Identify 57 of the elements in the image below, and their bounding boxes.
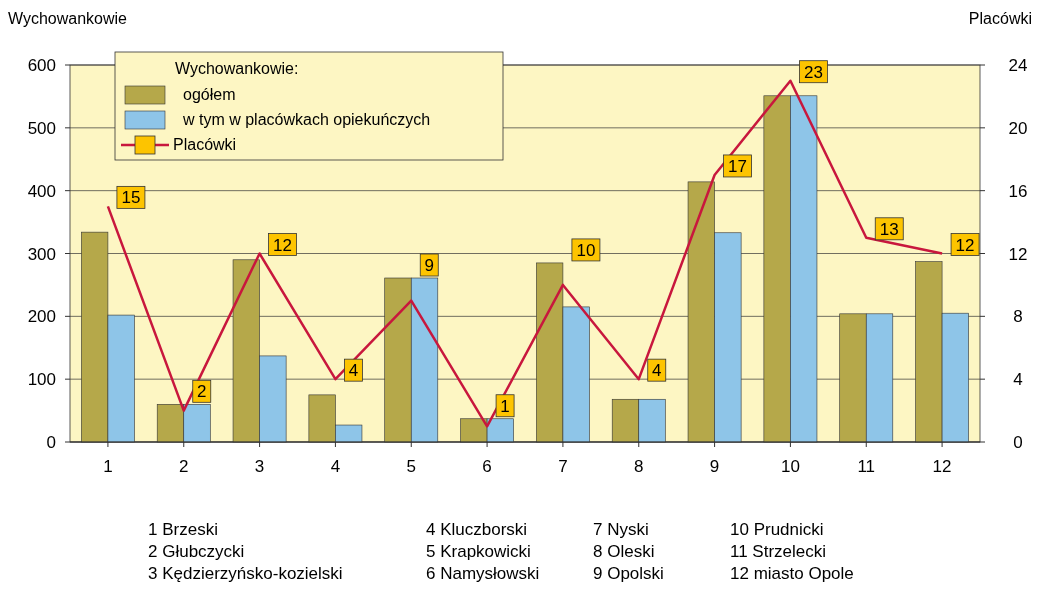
legend-label: w tym w placówkach opiekuńczych: [182, 111, 431, 128]
y2-axis-title: Placówki: [968, 10, 1032, 27]
data-label: 17: [728, 156, 748, 176]
text: 12 miasto Opole: [730, 564, 854, 583]
x-tick-label: 10: [780, 457, 800, 476]
text: 7 Nyski: [593, 520, 649, 539]
data-label: 9: [424, 256, 434, 276]
y-tick-label: 600: [27, 56, 56, 75]
data-label: 1: [500, 396, 510, 416]
y2-tick-label: 12: [1008, 244, 1028, 264]
y2-tick-label: 4: [1013, 370, 1023, 390]
text: 1 Brzeski: [148, 520, 218, 539]
text: 4 Kluczborski: [426, 520, 528, 539]
x-tick-label: 11: [857, 457, 876, 476]
data-label: 12: [273, 235, 293, 255]
text: 2 Głubczycki: [148, 542, 245, 561]
legend-label: Placówki: [173, 136, 237, 153]
x-tick-label: 2: [179, 457, 189, 476]
x-tick-label: 3: [254, 457, 265, 476]
x-tick-label: 1: [103, 457, 113, 476]
text: 8 Oleski: [593, 542, 655, 561]
x-tick-label: 12: [932, 457, 952, 476]
y2-tick-label: 0: [1013, 433, 1023, 452]
y-tick-label: 200: [27, 307, 56, 327]
y2-tick-label: 20: [1008, 118, 1028, 138]
text: 3 Kędzierzyńsko-kozielski: [148, 564, 343, 583]
text: 6 Namysłowski: [426, 564, 540, 583]
data-label: 23: [803, 62, 823, 82]
data-label: 13: [879, 219, 899, 239]
y2-tick-label: 24: [1008, 56, 1028, 75]
x-tick-label: 5: [406, 457, 416, 476]
x-tick-label: 9: [709, 457, 720, 476]
legend-title: Wychowankowie:: [175, 60, 299, 77]
data-label: 15: [121, 188, 141, 208]
text: 11 Strzelecki: [730, 542, 827, 561]
y2-tick-label: 16: [1008, 181, 1028, 201]
x-tick-label: 7: [558, 457, 568, 476]
line-series: [106, 79, 944, 428]
text: 10 Prudnicki: [730, 520, 824, 539]
text: 5 Krapkowicki: [426, 542, 531, 561]
y2-tick-label: 8: [1013, 307, 1023, 327]
data-label: 2: [197, 382, 207, 402]
legend-label: ogółem: [183, 86, 236, 103]
y-tick-label: 100: [27, 370, 56, 390]
y-tick-label: 300: [27, 244, 56, 264]
x-tick-label: 4: [330, 457, 341, 476]
y-tick-label: 500: [27, 118, 56, 138]
data-label: 4: [652, 361, 662, 381]
x-tick-label: 8: [634, 457, 644, 476]
x-tick-label: 6: [482, 457, 492, 476]
text: 9 Opolski: [593, 564, 664, 583]
y-tick-label: 0: [46, 433, 56, 452]
data-label: 10: [576, 240, 596, 260]
y-tick-label: 400: [27, 181, 56, 201]
data-label: 12: [955, 235, 975, 255]
data-label: 4: [348, 361, 359, 381]
y-axis-title: Wychowankowie: [8, 10, 128, 27]
